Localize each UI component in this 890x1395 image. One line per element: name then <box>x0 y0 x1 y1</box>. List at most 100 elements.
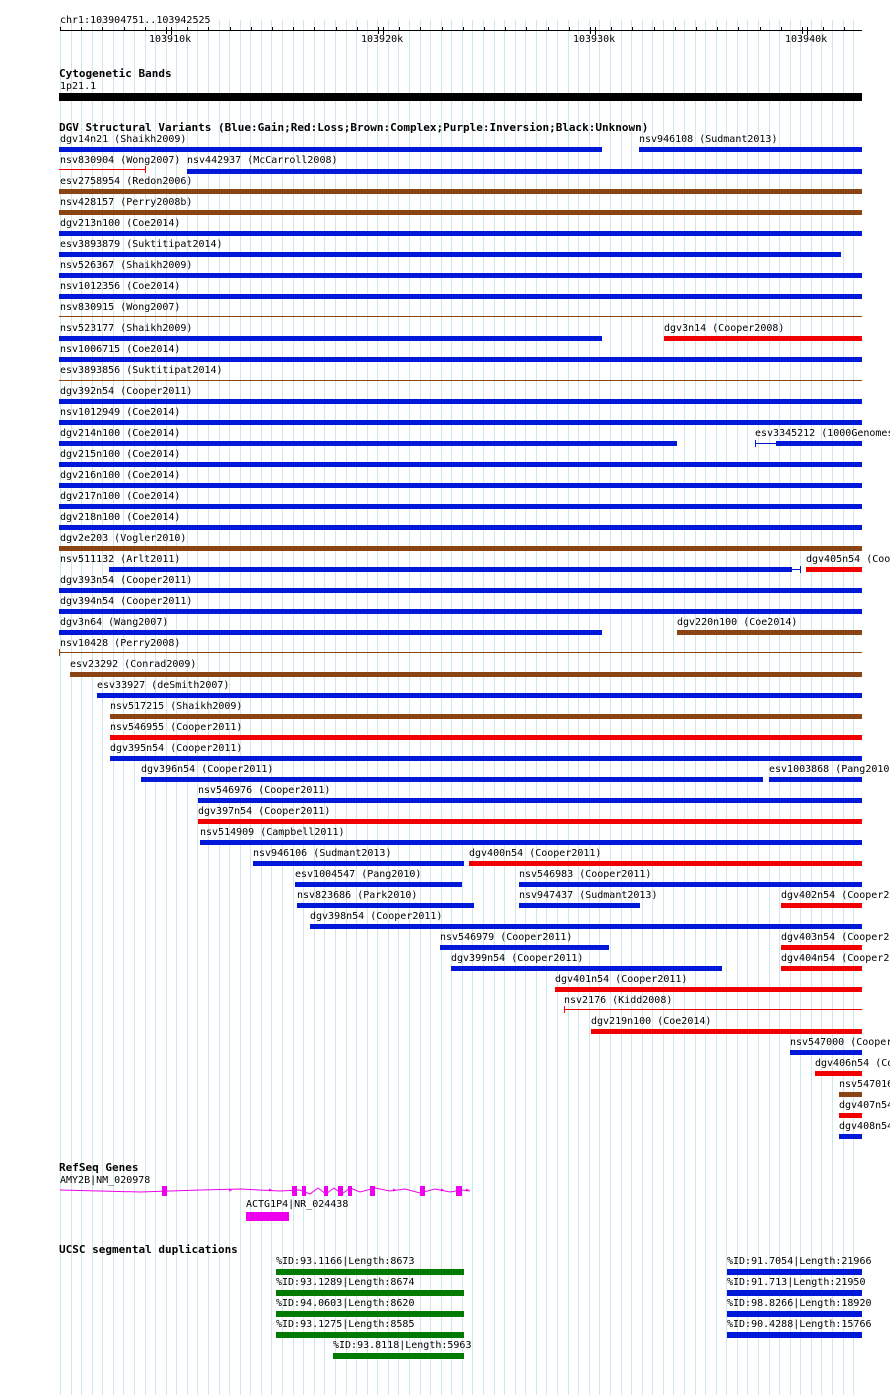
dgv-feature-bar[interactable] <box>59 252 841 257</box>
dgv-feature-label: esv3893879 (Suktitipat2014) <box>60 239 223 250</box>
dgv-feature-bar[interactable] <box>70 672 862 677</box>
dgv-feature-bar[interactable] <box>59 483 862 488</box>
dgv-feature-bar[interactable] <box>59 588 862 593</box>
dgv-feature-bar[interactable] <box>839 1113 862 1118</box>
dgv-feature-label: nsv546983 (Cooper2011) <box>519 869 652 880</box>
dgv-feature-label: nsv547000 (Cooper <box>790 1037 890 1048</box>
grid-line <box>621 20 622 1395</box>
dgv-feature-bar[interactable] <box>664 336 862 341</box>
grid-line <box>779 20 780 1395</box>
dgv-feature-bar[interactable] <box>59 462 862 467</box>
dgv-feature-bar[interactable] <box>639 147 862 152</box>
dgv-feature-bar[interactable] <box>451 966 722 971</box>
dgv-feature-bar[interactable] <box>59 357 862 362</box>
segdup-feature-bar[interactable] <box>276 1269 464 1275</box>
dgv-feature-bar[interactable] <box>469 861 862 866</box>
dgv-feature-bar[interactable] <box>59 380 862 381</box>
segdup-feature-bar[interactable] <box>727 1311 862 1317</box>
segdup-feature-bar[interactable] <box>276 1311 464 1317</box>
gene-model-amy2b[interactable] <box>0 1180 890 1210</box>
dgv-feature-bar[interactable] <box>839 1092 862 1097</box>
dgv-feature-bar[interactable] <box>59 420 862 425</box>
dgv-feature-bar[interactable] <box>564 1009 862 1010</box>
dgv-feature-bar[interactable] <box>59 210 862 215</box>
dgv-feature-bar[interactable] <box>109 567 792 572</box>
dgv-feature-bar[interactable] <box>806 567 862 572</box>
dgv-feature-bar[interactable] <box>59 189 862 194</box>
dgv-feature-label: dgv3n64 (Wang2007) <box>60 617 169 628</box>
dgv-feature-bar[interactable] <box>781 966 862 971</box>
dgv-feature-bar[interactable] <box>59 316 862 317</box>
dgv-feature-bar[interactable] <box>59 294 862 299</box>
dgv-feature-bar[interactable] <box>519 882 862 887</box>
grid-line <box>60 20 61 1395</box>
dgv-feature-bar[interactable] <box>815 1071 862 1076</box>
dgv-feature-bar[interactable] <box>59 504 862 509</box>
dgv-feature-bar[interactable] <box>59 525 862 530</box>
dgv-feature-bar[interactable] <box>97 693 862 698</box>
dgv-feature-bar[interactable] <box>519 903 640 908</box>
grid-line <box>229 20 230 1395</box>
segdup-feature-bar[interactable] <box>727 1290 862 1296</box>
segdup-feature-label: %ID:94.0603|Length:8620 <box>276 1298 415 1309</box>
dgv-feature-bar[interactable] <box>790 1050 862 1055</box>
dgv-feature-bar[interactable] <box>59 273 862 278</box>
dgv-feature-bar[interactable] <box>59 441 677 446</box>
dgv-feature-label: esv23292 (Conrad2009) <box>70 659 197 670</box>
ruler-tick <box>166 27 167 34</box>
dgv-feature-bar[interactable] <box>440 945 609 950</box>
ruler-tick <box>124 27 125 31</box>
dgv-feature-label: nsv1012356 (Coe2014) <box>60 281 181 292</box>
grid-line <box>494 20 495 1395</box>
dgv-feature-bar[interactable] <box>110 756 862 761</box>
dgv-feature-label: dgv399n54 (Cooper2011) <box>451 953 584 964</box>
dgv-feature-bar[interactable] <box>555 987 862 992</box>
cytoband-bar[interactable] <box>59 93 862 101</box>
dgv-feature-bar[interactable] <box>839 1134 862 1139</box>
dgv-feature-bar[interactable] <box>59 169 146 170</box>
dgv-feature-bar[interactable] <box>200 840 862 845</box>
dgv-feature-bar[interactable] <box>59 652 862 653</box>
dgv-feature-bar[interactable] <box>59 630 602 635</box>
grid-line <box>758 20 759 1395</box>
dgv-feature-bar[interactable] <box>141 777 763 782</box>
dgv-feature-bar[interactable] <box>198 819 862 824</box>
dgv-feature-bar[interactable] <box>59 336 602 341</box>
dgv-feature-bar[interactable] <box>781 945 862 950</box>
gene-model-actg1p4[interactable] <box>246 1212 289 1221</box>
dgv-track-title: DGV Structural Variants (Blue:Gain;Red:L… <box>59 121 649 134</box>
dgv-feature-bar[interactable] <box>297 903 474 908</box>
dgv-feature-bar[interactable] <box>295 882 462 887</box>
dgv-feature-bar[interactable] <box>59 546 862 551</box>
segdup-feature-bar[interactable] <box>276 1332 464 1338</box>
ruler-tick <box>844 27 845 31</box>
grid-line <box>737 20 738 1395</box>
dgv-feature-label: dgv217n100 (Coe2014) <box>60 491 181 502</box>
dgv-feature-bar[interactable] <box>187 169 862 174</box>
location-label: chr1:103904751..103942525 <box>60 15 211 26</box>
segdup-feature-bar[interactable] <box>333 1353 464 1359</box>
dgv-feature-bar[interactable] <box>591 1029 862 1034</box>
segdup-feature-bar[interactable] <box>727 1269 862 1275</box>
dgv-feature-bar[interactable] <box>59 147 602 152</box>
grid-line <box>695 20 696 1395</box>
dgv-feature-bar[interactable] <box>110 735 862 740</box>
dgv-feature-label: nsv511132 (Arlt2011) <box>60 554 181 565</box>
segdup-feature-bar[interactable] <box>727 1332 862 1338</box>
dgv-feature-bar[interactable] <box>253 861 464 866</box>
dgv-feature-bar[interactable] <box>59 231 862 236</box>
segdup-feature-bar[interactable] <box>276 1290 464 1296</box>
dgv-feature-bar[interactable] <box>59 399 862 404</box>
ruler-tick <box>272 27 273 31</box>
dgv-feature-bar[interactable] <box>776 441 862 446</box>
ruler-tick <box>807 27 808 35</box>
dgv-feature-bar[interactable] <box>781 903 862 908</box>
dgv-feature-label: nsv823686 (Park2010) <box>297 890 418 901</box>
dgv-feature-bar[interactable] <box>59 609 862 614</box>
dgv-feature-bar[interactable] <box>677 630 862 635</box>
dgv-feature-bar[interactable] <box>110 714 862 719</box>
dgv-feature-bar[interactable] <box>198 798 862 803</box>
dgv-feature-bar[interactable] <box>769 777 862 782</box>
dgv-feature-label: esv33927 (deSmith2007) <box>97 680 230 691</box>
dgv-feature-bar[interactable] <box>310 924 862 929</box>
